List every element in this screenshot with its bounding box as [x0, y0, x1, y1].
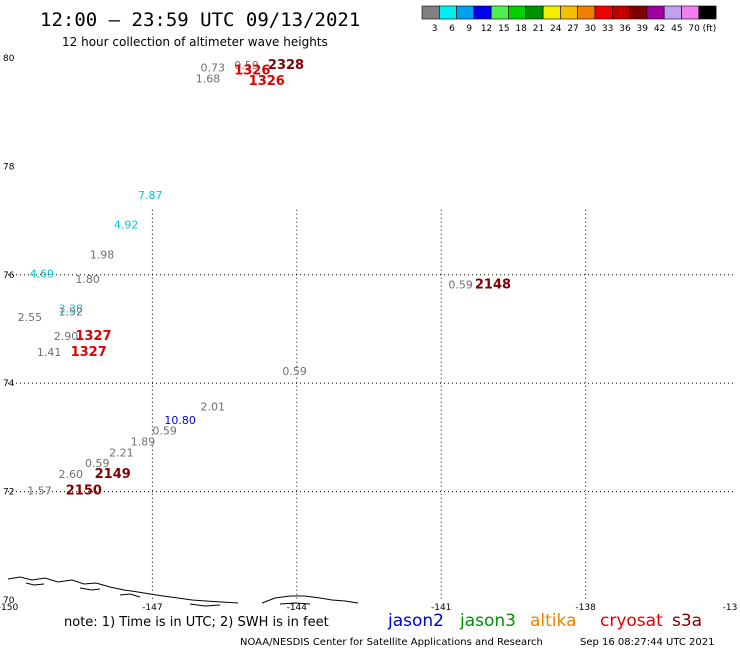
footer-note: note: 1) Time is in UTC; 2) SWH is in fe…: [64, 615, 329, 630]
scale-swatch: [438, 5, 457, 20]
scale-label: 42: [654, 24, 665, 34]
scale-label: 24: [550, 24, 562, 34]
chart-title: 12:00 – 23:59 UTC 09/13/2021: [40, 9, 360, 31]
scale-label: 27: [567, 24, 578, 34]
x-tick-label: -138: [575, 603, 596, 613]
x-tick-label: -13: [723, 603, 738, 613]
wave-height-point: 3.38: [59, 303, 84, 316]
wave-height-point: 1.80: [75, 273, 100, 286]
scale-swatch: [508, 5, 527, 20]
color-scale-legend: 3 6 9 12 15 18 21 24 27 30 33 36 39 42 45 70 (ft): [421, 5, 717, 34]
scale-swatch: [542, 5, 561, 20]
satellite-legend-cryosat: cryosat: [600, 611, 663, 631]
axis-ticks: -150 -147 -144 -141 -138 -13 70 72 74 76 78 80: [0, 54, 737, 613]
scale-swatch: [456, 5, 475, 20]
wave-height-point: 1.89: [131, 436, 156, 449]
scale-swatch: [681, 5, 700, 20]
scale-swatch: [611, 5, 630, 20]
wave-height-point: 2.90: [54, 330, 79, 343]
wave-height-point: 1.52: [59, 305, 84, 318]
x-tick-label: -141: [431, 603, 451, 613]
wave-height-point: 0.59: [85, 457, 110, 470]
wave-height-point: 7.87: [138, 189, 163, 202]
y-tick-label: 74: [3, 379, 15, 389]
satellite-legend-jason3: jason3: [459, 611, 516, 631]
scale-swatch: [525, 5, 544, 20]
y-tick-label: 80: [3, 54, 15, 64]
pass-time-label: 2149: [95, 467, 131, 482]
x-tick-label: -150: [0, 603, 18, 613]
scale-label: 18: [515, 24, 527, 34]
wave-height-point: 0.59: [152, 425, 177, 438]
pass-time-label: 1327: [71, 345, 107, 360]
scale-label: 12: [481, 24, 492, 34]
satellite-legend-altika: altika: [530, 611, 577, 631]
wave-height-point: 2.60: [59, 468, 84, 481]
satellite-legend: jason2 jason3 altika cryosat s3a: [387, 611, 702, 631]
pass-time-label: 1326: [249, 74, 285, 89]
footer-timestamp: Sep 16 08:27:44 UTC 2021: [580, 637, 714, 648]
footer-credit: NOAA/NESDIS Center for Satellite Applica…: [240, 637, 543, 648]
y-tick-label: 70: [3, 596, 15, 606]
coastline: [7, 576, 359, 607]
pass-time-label: 1326: [234, 63, 270, 78]
scale-label: 9: [466, 24, 472, 34]
chart-subtitle: 12 hour collection of altimeter wave hei…: [62, 35, 328, 49]
satellite-legend-s3a: s3a: [672, 611, 702, 631]
scale-label: 33: [602, 24, 613, 34]
y-tick-label: 78: [3, 162, 15, 172]
y-tick-label: 76: [3, 271, 15, 281]
wave-height-point: 1.57: [27, 484, 52, 497]
scale-swatch: [421, 5, 440, 20]
pass-time-label: 2328: [268, 58, 304, 73]
scale-swatch: [698, 5, 717, 20]
scale-swatch: [663, 5, 682, 20]
wave-height-point: 4.69: [30, 268, 55, 281]
wave-height-point: 2.55: [18, 311, 43, 324]
scale-label: 45: [671, 24, 682, 34]
scale-label: 36: [619, 24, 631, 34]
wave-height-point: 1.98: [90, 249, 115, 262]
scale-swatch: [490, 5, 509, 20]
wave-height-point: 1.41: [37, 346, 62, 359]
satellite-legend-jason2: jason2: [387, 611, 444, 631]
scale-swatch: [646, 5, 665, 20]
wave-height-point: 4.92: [114, 219, 139, 232]
x-tick-label: -147: [142, 603, 162, 613]
x-tick-label: -144: [287, 603, 308, 613]
scale-swatch: [560, 5, 579, 20]
wave-height-point: 0.59: [234, 59, 259, 72]
wave-height-point: 0.73: [201, 62, 226, 75]
scale-label: 21: [533, 24, 544, 34]
scale-label: 30: [585, 24, 597, 34]
y-tick-label: 72: [3, 488, 14, 498]
wave-height-point: 1.68: [196, 72, 221, 85]
scale-swatch: [473, 5, 492, 20]
wave-height-point: 0.59: [282, 365, 307, 378]
pass-time-label: 2148: [475, 277, 511, 292]
scale-swatch: [629, 5, 648, 20]
scale-label: 39: [637, 24, 649, 34]
wave-height-point: 10.80: [164, 414, 196, 427]
scale-label: 70: [688, 24, 700, 34]
scale-swatch: [594, 5, 613, 20]
pass-time-label: 1327: [75, 329, 111, 344]
scale-label: 3: [432, 24, 438, 34]
scale-label: 6: [449, 24, 455, 34]
grid-lines: [8, 209, 734, 600]
wave-height-point: 2.21: [109, 446, 134, 459]
wave-height-point: 2.01: [201, 400, 226, 413]
wave-height-point: 0.59: [448, 278, 473, 291]
scale-label: 15: [498, 24, 509, 34]
wave-height-points: 1.680.73 0.59 7.87 4.92 1.98 1.80 3.381.52 2.90…: [18, 59, 473, 497]
scale-label: (ft): [703, 24, 717, 34]
scale-swatch: [577, 5, 596, 20]
pass-time-label: 2150: [66, 483, 102, 498]
